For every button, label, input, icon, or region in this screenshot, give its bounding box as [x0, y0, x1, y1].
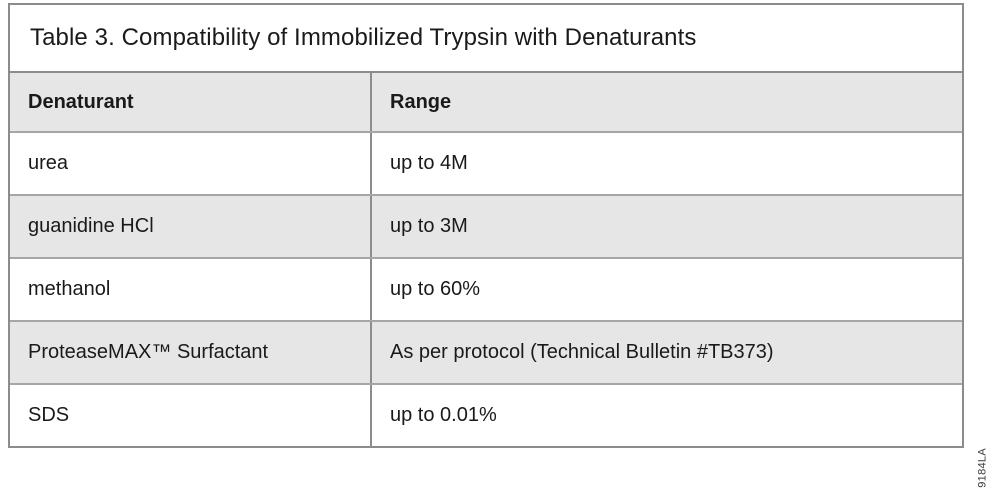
table-grid: Denaturant Range urea up to 4M guanidine… [10, 71, 962, 446]
range-cell: up to 60% [370, 259, 962, 320]
range-cell: up to 3M [370, 196, 962, 257]
denaturant-cell: guanidine HCl [28, 215, 154, 237]
table-title: Table 3. Compatibility of Immobilized Tr… [10, 5, 962, 71]
table-header-row: Denaturant Range [10, 73, 962, 131]
range-cell: up to 4M [370, 133, 962, 194]
denaturant-cell: SDS [28, 404, 70, 426]
denaturant-cell: urea [28, 152, 69, 174]
table-row: urea up to 4M [10, 131, 962, 194]
table-row: SDS up to 0.01% [10, 383, 962, 446]
denaturant-cell: methanol [28, 278, 111, 300]
table-row: methanol up to 60% [10, 257, 962, 320]
column-header-denaturant: Denaturant [28, 90, 134, 113]
compatibility-table: Table 3. Compatibility of Immobilized Tr… [8, 3, 964, 448]
range-cell: As per protocol (Technical Bulletin #TB3… [370, 322, 962, 383]
table-row: ProteaseMAX™ Surfactant As per protocol … [10, 320, 962, 383]
table-row: guanidine HCl up to 3M [10, 194, 962, 257]
denaturant-cell: ProteaseMAX™ Surfactant [28, 341, 269, 363]
range-cell: up to 0.01% [370, 385, 962, 446]
column-header-range: Range [370, 73, 962, 131]
